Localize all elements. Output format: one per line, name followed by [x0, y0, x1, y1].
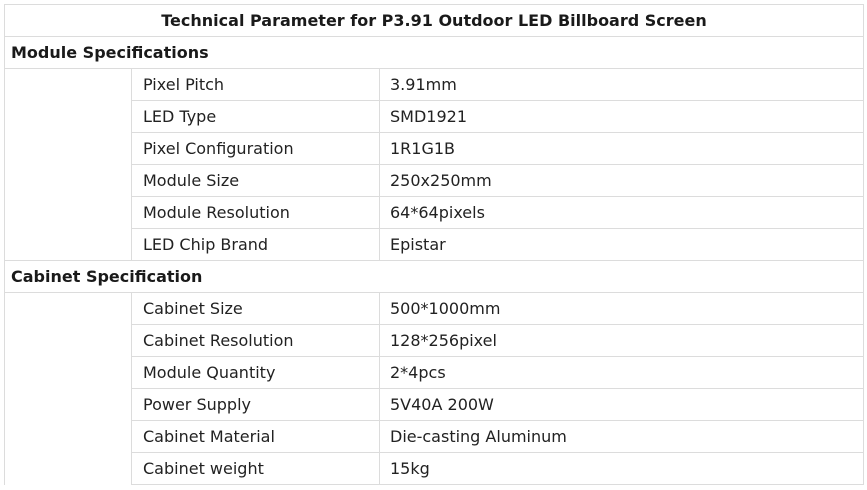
- param-value: 1R1G1B: [378, 132, 865, 165]
- param-label: Module Size: [131, 164, 380, 197]
- param-value: 500*1000mm: [378, 292, 865, 325]
- param-label: Module Resolution: [131, 196, 380, 229]
- param-value: Epistar: [378, 228, 865, 261]
- table-row: Module Size 250x250mm: [5, 164, 865, 197]
- param-label: Cabinet Size: [131, 292, 380, 325]
- param-value: 128*256pixel: [378, 324, 865, 357]
- section-header-row: Module Specifications: [3, 36, 865, 69]
- table-row: Power Supply 5V40A 200W: [5, 388, 865, 421]
- param-value: 3.91mm: [378, 68, 865, 101]
- indent-cell: [4, 68, 132, 261]
- param-value: SMD1921: [378, 100, 865, 133]
- title-row: Technical Parameter for P3.91 Outdoor LE…: [3, 4, 865, 37]
- table-row: Pixel Configuration 1R1G1B: [5, 132, 865, 165]
- table-row: Module Quantity 2*4pcs: [5, 356, 865, 389]
- section-heading-module: Module Specifications: [3, 36, 865, 69]
- table-row: Cabinet Material Die-casting Aluminum: [5, 420, 865, 453]
- param-value: Die-casting Aluminum: [378, 420, 865, 453]
- param-value: 64*64pixels: [378, 196, 865, 229]
- param-label: Cabinet Material: [131, 420, 380, 453]
- table-title: Technical Parameter for P3.91 Outdoor LE…: [3, 4, 865, 37]
- param-label: Cabinet weight: [131, 452, 380, 485]
- table-row: Module Resolution 64*64pixels: [5, 196, 865, 229]
- param-label: Pixel Configuration: [131, 132, 380, 165]
- table-row: LED Chip Brand Epistar: [5, 228, 865, 261]
- param-label: Pixel Pitch: [131, 68, 380, 101]
- table-row: LED Type SMD1921: [5, 100, 865, 133]
- param-label: Power Supply: [131, 388, 380, 421]
- param-label: Cabinet Resolution: [131, 324, 380, 357]
- param-value: 2*4pcs: [378, 356, 865, 389]
- param-label: LED Chip Brand: [131, 228, 380, 261]
- section-heading-cabinet: Cabinet Specification: [3, 260, 865, 293]
- indent-cell: [4, 292, 132, 485]
- table-row: Pixel Pitch 3.91mm: [4, 68, 865, 261]
- param-value: 5V40A 200W: [378, 388, 865, 421]
- table-row: Cabinet Resolution 128*256pixel: [5, 324, 865, 357]
- table-row: Cabinet weight 15kg: [5, 452, 865, 485]
- spec-table: Technical Parameter for P3.91 Outdoor LE…: [3, 4, 865, 485]
- param-label: Module Quantity: [131, 356, 380, 389]
- param-value: 250x250mm: [378, 164, 865, 197]
- table-row: Cabinet Size 500*1000mm: [4, 292, 865, 485]
- section-header-row: Cabinet Specification: [3, 260, 865, 293]
- param-label: LED Type: [131, 100, 380, 133]
- param-value: 15kg: [378, 452, 865, 485]
